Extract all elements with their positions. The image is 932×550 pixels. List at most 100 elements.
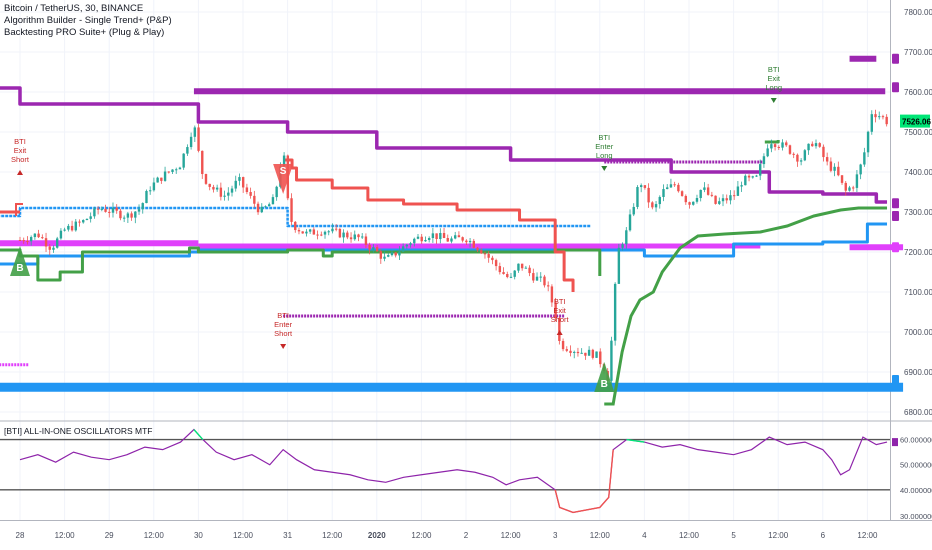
candle — [160, 177, 163, 184]
candle — [364, 233, 368, 249]
candle — [584, 352, 587, 360]
candle — [82, 219, 85, 224]
candle — [859, 163, 862, 180]
time-tick-label: 4 — [642, 531, 647, 540]
candle-body — [104, 208, 107, 212]
candle — [119, 208, 122, 221]
candle — [680, 190, 684, 197]
candle — [506, 271, 509, 279]
candle — [851, 185, 855, 192]
candle-body — [353, 234, 356, 240]
candle-body — [431, 233, 435, 239]
candle-body — [878, 116, 881, 118]
candle-body — [108, 211, 111, 213]
candle — [718, 197, 721, 206]
candle-body — [803, 150, 807, 161]
annotation-arrow — [770, 98, 777, 103]
candle — [416, 233, 420, 240]
candle — [52, 245, 55, 253]
oscillator-label: [BTI] ALL-IN-ONE OSCILLATORS MTF — [4, 426, 153, 436]
candle-body — [182, 153, 185, 168]
candle-body — [747, 175, 751, 178]
candle — [163, 166, 167, 182]
candle — [881, 114, 885, 120]
candle-body — [271, 197, 275, 205]
candle — [70, 220, 74, 232]
candle-body — [539, 276, 542, 278]
candle-body — [755, 175, 758, 177]
candle — [613, 282, 617, 346]
annotation-text: BTI — [14, 137, 26, 146]
candle — [268, 202, 271, 207]
annotation-text: Long — [596, 151, 613, 160]
candle-body — [137, 209, 141, 212]
osc-tick-label: 50.000000 — [900, 461, 932, 470]
candle — [662, 184, 665, 202]
candle-body — [480, 250, 483, 254]
candle-body — [729, 195, 732, 201]
candle-body — [818, 143, 821, 147]
candle — [405, 243, 409, 250]
candle — [677, 182, 680, 193]
candle-body — [361, 236, 364, 238]
candle — [48, 244, 51, 256]
red-stop-line — [283, 158, 575, 292]
annotation-arrow — [601, 166, 608, 171]
time-tick-label: 12:00 — [679, 531, 700, 540]
axis-tag — [892, 53, 899, 64]
candle-body — [576, 351, 580, 354]
candle-body — [171, 169, 174, 172]
candle — [18, 236, 22, 241]
signal-S: S — [273, 164, 294, 194]
candle — [792, 152, 795, 159]
annotation-arrow — [280, 344, 287, 349]
candle — [732, 190, 736, 200]
candle-body — [316, 234, 319, 236]
candle-body — [398, 251, 401, 256]
candle — [825, 152, 829, 166]
candle-body — [134, 211, 137, 218]
candle — [788, 144, 792, 155]
candle-body — [796, 154, 799, 162]
candle-body — [189, 136, 193, 148]
candle-body — [96, 208, 100, 210]
osc-value-tag — [892, 438, 898, 447]
candle-body — [44, 238, 48, 247]
annotation-text: Enter — [274, 320, 292, 329]
candle-body — [33, 233, 37, 238]
candle — [480, 248, 483, 254]
candle-body — [881, 116, 885, 118]
signal-B: B — [594, 362, 615, 392]
candle — [215, 184, 219, 192]
candle — [684, 194, 688, 205]
candle-body — [491, 257, 494, 261]
candle — [844, 180, 847, 196]
candle-body — [595, 351, 598, 358]
candle — [308, 228, 312, 234]
annotation-text: Short — [551, 315, 570, 324]
candle-body — [599, 351, 602, 365]
candle-body — [770, 144, 773, 149]
candle-body — [175, 169, 178, 171]
candle-body — [680, 191, 684, 196]
candle — [186, 144, 189, 156]
candle — [78, 219, 81, 227]
buy-triangle — [594, 362, 615, 392]
candle-body — [613, 283, 617, 341]
candle — [41, 234, 44, 240]
candle-body — [70, 225, 74, 231]
candle-body — [699, 189, 702, 199]
candle-body — [610, 340, 613, 381]
candle — [197, 123, 200, 153]
candle-body — [301, 231, 304, 234]
candle — [320, 231, 323, 237]
annotation-text: Exit — [767, 74, 780, 83]
candle — [502, 267, 505, 275]
candle — [666, 184, 669, 190]
candle — [349, 232, 353, 243]
candle — [100, 206, 104, 212]
blue-lower-line — [0, 222, 888, 266]
oscillator-overbought — [626, 438, 645, 443]
